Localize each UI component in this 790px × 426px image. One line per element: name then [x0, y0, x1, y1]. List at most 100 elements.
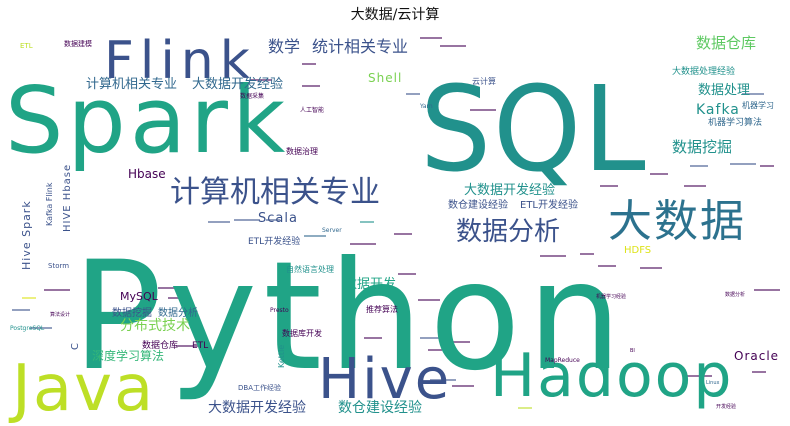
word-3: Java	[8, 352, 155, 426]
word-56: 数据建模	[64, 39, 92, 48]
word-25: 云计算	[472, 76, 496, 86]
filler-word-mark	[250, 79, 272, 81]
filler-word-mark	[176, 345, 198, 347]
filler-word-mark	[12, 309, 30, 311]
filler-word-mark	[30, 327, 52, 329]
filler-word-mark	[418, 299, 440, 301]
filler-word-mark	[754, 289, 780, 291]
word-46: 推荐算法	[366, 304, 398, 314]
word-7: 大数据	[608, 196, 746, 247]
word-21: 机器学习算法	[708, 116, 762, 128]
filler-word-mark	[168, 297, 182, 299]
word-0: Python	[72, 230, 628, 404]
word-54: Presto	[270, 307, 289, 314]
filler-word-mark	[452, 385, 474, 387]
filler-word-mark	[518, 407, 532, 409]
word-62: Server	[322, 227, 342, 234]
word-22: 大数据处理经验	[672, 65, 735, 77]
word-4: Hadoop	[490, 341, 733, 411]
word-29: ETL开发经验	[520, 198, 578, 211]
filler-word-mark	[266, 219, 280, 221]
filler-word-mark	[538, 89, 552, 91]
filler-word-mark	[600, 185, 618, 187]
word-11: 统计相关专业	[312, 37, 408, 56]
word-5: Flink	[104, 31, 256, 91]
filler-word-mark	[598, 265, 616, 267]
word-2: Spark	[5, 67, 289, 174]
word-14: 大数据开发经验	[208, 400, 306, 416]
word-34: MySQL	[120, 290, 159, 303]
filler-word-mark	[304, 235, 326, 237]
word-41: Hive Spark	[20, 200, 33, 270]
word-58: 人工智能	[300, 106, 324, 114]
word-10: 数学	[268, 37, 300, 56]
filler-word-mark	[452, 341, 470, 343]
word-59: 数据采集	[240, 92, 264, 100]
filler-word-mark	[158, 287, 176, 289]
word-61: 算法设计	[50, 311, 70, 318]
chart-title: 大数据/云计算	[350, 7, 440, 23]
word-57: ETL	[20, 42, 33, 50]
word-66: 开发经验	[716, 403, 736, 410]
word-51: Storm	[48, 262, 69, 270]
filler-word-mark	[690, 165, 708, 167]
word-6: Hive	[318, 347, 451, 412]
filler-word-mark	[302, 85, 320, 87]
filler-word-mark	[302, 63, 316, 65]
word-33: 深度学习算法	[92, 348, 164, 363]
word-8: 计算机相关专业	[170, 175, 380, 210]
filler-word-mark	[394, 233, 412, 235]
filler-word-mark	[398, 273, 416, 275]
word-35: 数据挖掘	[112, 306, 152, 319]
word-47: 数据库开发	[282, 328, 322, 338]
word-30: ETL开发经验	[248, 235, 300, 247]
filler-word-mark	[430, 379, 456, 381]
filler-word-mark	[752, 371, 766, 373]
word-49: DBA工作经验	[238, 383, 281, 392]
word-31: 数据开发	[344, 276, 396, 292]
filler-word-mark	[580, 253, 594, 255]
filler-word-mark	[686, 375, 712, 377]
filler-word-mark	[350, 243, 376, 245]
word-65: BI	[630, 348, 635, 354]
filler-word-mark	[22, 297, 36, 299]
filler-word-mark	[440, 45, 466, 47]
word-9: 数据分析	[456, 217, 560, 247]
word-40: HDFS	[624, 245, 651, 256]
filler-word-mark	[760, 165, 774, 167]
filler-word-mark	[406, 93, 420, 95]
word-37: 数据仓库	[142, 339, 178, 351]
word-36: 数据分析	[158, 306, 198, 319]
filler-word-mark	[428, 349, 442, 351]
word-63: 数据分析	[725, 291, 745, 298]
filler-word-mark	[742, 93, 764, 95]
filler-word-mark	[234, 219, 260, 221]
word-39: Oracle	[734, 349, 779, 363]
word-18: 数据处理	[698, 83, 750, 98]
filler-word-mark	[470, 109, 496, 111]
filler-word-mark	[730, 163, 756, 165]
word-60: 机器学习经验	[596, 293, 626, 300]
filler-word-mark	[640, 267, 662, 269]
word-12: 计算机相关专业	[86, 77, 177, 92]
word-1: SQL	[420, 61, 648, 198]
filler-word-mark	[420, 37, 442, 39]
word-19: 数据挖掘	[672, 138, 732, 156]
word-13: 大数据开发经验	[192, 76, 283, 92]
word-53: PostgreSQL	[10, 325, 45, 332]
word-17: 数据仓库	[696, 34, 756, 52]
word-50: MapReduce	[545, 357, 580, 364]
filler-word-mark	[364, 337, 382, 339]
word-23: 机器学习	[742, 100, 774, 110]
filler-word-mark	[420, 337, 446, 339]
word-38: ETL	[192, 341, 208, 351]
word-28: 数仓建设经验	[448, 198, 508, 211]
filler-word-mark	[208, 221, 230, 223]
word-48: Kettle	[277, 345, 286, 368]
word-24: Shell	[368, 71, 402, 85]
filler-word-mark	[540, 255, 566, 257]
word-16: 数仓建设经验	[338, 400, 422, 416]
word-43: Kafka Flink	[45, 182, 54, 226]
word-42: HIVE Hbase	[62, 164, 73, 232]
